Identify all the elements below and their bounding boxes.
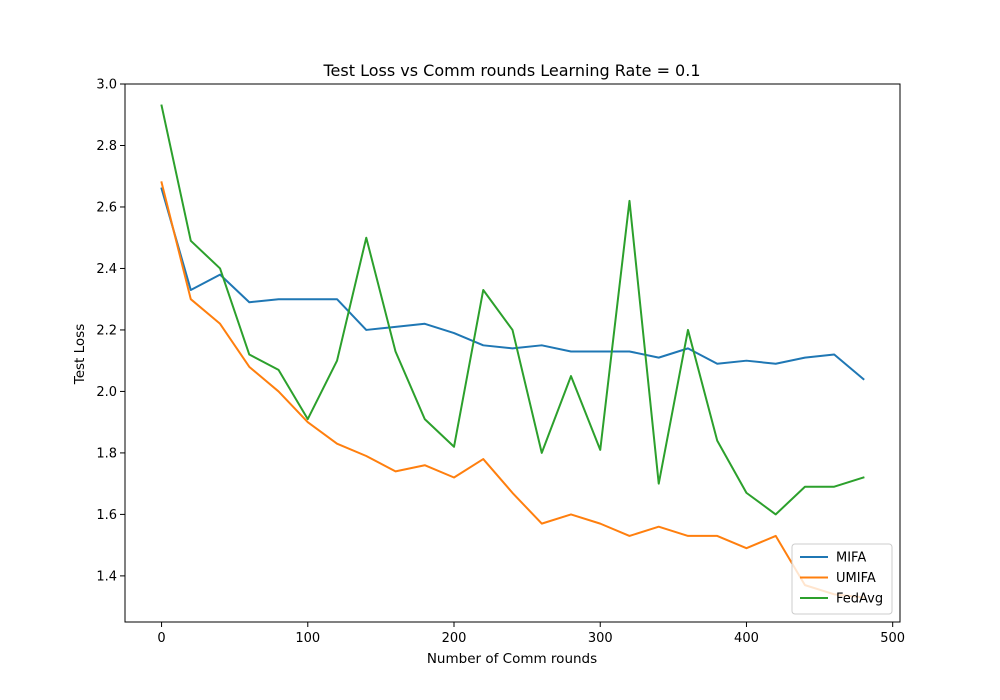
y-tick-label: 1.8 [96,446,117,461]
x-tick-label: 100 [295,631,320,646]
y-tick-label: 2.4 [96,262,117,277]
y-axis-label: Test Loss [72,324,88,386]
axes-frame [124,83,901,623]
series-line-fedavg [160,104,865,516]
x-tick-label: 200 [442,631,467,646]
x-axis-label: Number of Comm rounds [427,651,597,667]
y-tick-label: 2.0 [96,385,117,400]
legend-label-fedavg: FedAvg [836,592,883,607]
series-line-mifa [160,187,865,381]
legend-box [791,543,893,615]
x-tick-label: 400 [734,631,759,646]
x-tick-label: 300 [588,631,613,646]
x-tick-label: 0 [157,631,165,646]
y-tick-label: 2.6 [96,200,117,215]
y-tick-label: 2.2 [96,323,117,338]
y-tick-label: 2.8 [96,139,117,154]
legend-label-umifa: UMIFA [836,571,876,586]
legend: MIFA UMIFA FedAvg [791,543,893,615]
y-tick-label: 3.0 [96,78,117,93]
y-tick-label: 1.4 [96,569,117,584]
legend-label-mifa: MIFA [836,551,866,566]
y-tick-label: 1.6 [96,508,117,523]
x-tick-label: 500 [880,631,905,646]
plot-area: 0 100 200 300 400 500 1.4 1.6 1.8 2.0 2.2 2.4 2.6 2.8… [96,78,905,647]
chart-title: Test Loss vs Comm rounds Learning Rate =… [322,61,700,80]
series-line-umifa [160,181,865,599]
